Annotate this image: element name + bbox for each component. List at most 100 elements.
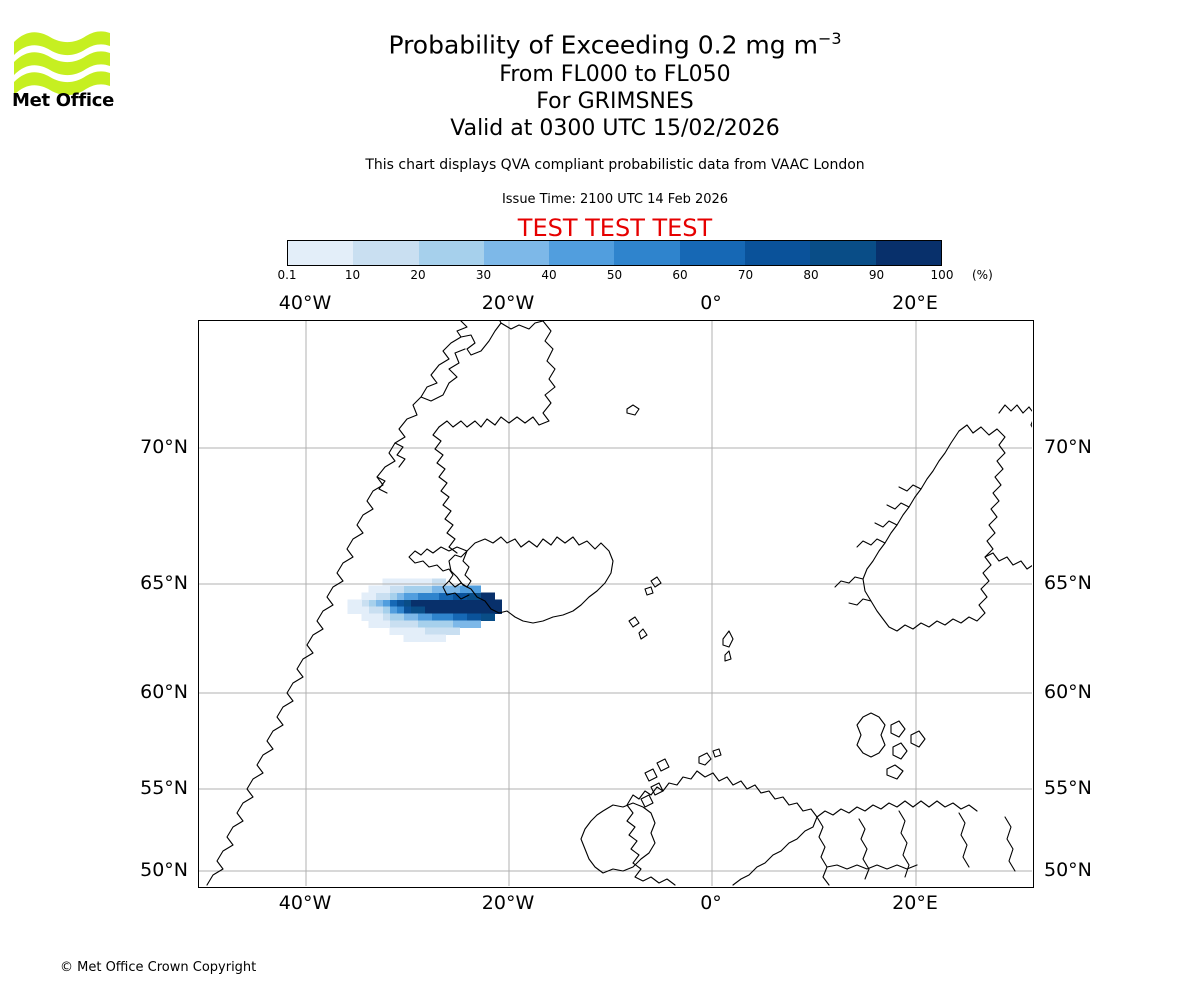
- plume-cell: [452, 606, 461, 615]
- colorbar-segment-5: [614, 241, 680, 265]
- plume-cell: [424, 585, 433, 594]
- plume-cell: [410, 592, 419, 601]
- lon-label-lon-bot-1: 20°W: [481, 892, 535, 914]
- page-title: Probability of Exceeding 0.2 mg m−3: [200, 24, 1030, 60]
- plume-cell: [354, 606, 363, 615]
- plume-cell: [424, 613, 433, 622]
- plume-cell: [396, 613, 405, 622]
- plume-cell: [361, 613, 370, 622]
- plume-cell: [431, 585, 440, 594]
- colorbar-unit-label: (%): [972, 268, 993, 282]
- lat-label-right-0: 70°N: [1044, 436, 1092, 458]
- plume-cell: [452, 613, 461, 622]
- plume-cell: [431, 592, 440, 601]
- plume-cell: [382, 592, 391, 601]
- plume-cell: [417, 620, 426, 629]
- plume-cell: [368, 585, 377, 594]
- colorbar-segment-7: [745, 241, 811, 265]
- plume-cell: [361, 599, 370, 608]
- plume-cell: [473, 599, 482, 608]
- plume-cell: [480, 599, 489, 608]
- plume-cell: [389, 613, 398, 622]
- plume-cell: [368, 606, 377, 615]
- coastlines: [206, 321, 1032, 886]
- plume-cell: [403, 606, 412, 615]
- plume-cell: [487, 599, 496, 608]
- plume-cell: [466, 599, 475, 608]
- plume-cell: [368, 592, 377, 601]
- plume-cell: [494, 599, 503, 608]
- plume-cell: [438, 585, 447, 594]
- page-title-text: Probability of Exceeding 0.2 mg m: [388, 30, 818, 60]
- plume-cell: [438, 634, 447, 643]
- plume-cell: [403, 599, 412, 608]
- plume-cell: [452, 592, 461, 601]
- colorbar-tick-50: 50: [606, 268, 623, 282]
- plume-cell: [382, 620, 391, 629]
- met-office-logo-text: Met Office: [12, 90, 115, 111]
- plume-cell: [424, 606, 433, 615]
- graticule-gridlines: [199, 321, 1032, 886]
- lat-label-left-1: 65°N: [140, 572, 188, 594]
- plume-cell: [410, 613, 419, 622]
- map-plot-area: [198, 320, 1034, 888]
- plume-cell: [410, 634, 419, 643]
- plume-cell: [466, 613, 475, 622]
- title-flight-levels: From FL000 to FL050: [499, 62, 731, 87]
- plume-cell: [347, 606, 356, 615]
- plume-cell: [417, 592, 426, 601]
- plume-cell: [466, 606, 475, 615]
- plume-cell: [410, 606, 419, 615]
- plume-cell: [375, 599, 384, 608]
- plume-cell: [438, 620, 447, 629]
- plume-cell: [396, 578, 405, 587]
- plume-cell: [375, 620, 384, 629]
- title-valid-time: Valid at 0300 UTC 15/02/2026: [450, 116, 780, 141]
- plume-cell: [382, 599, 391, 608]
- plume-cell: [410, 585, 419, 594]
- colorbar-tick-30: 30: [475, 268, 492, 282]
- plume-cell: [417, 627, 426, 636]
- plume-cell: [466, 620, 475, 629]
- plume-cell: [403, 613, 412, 622]
- plume-cell: [354, 599, 363, 608]
- colorbar-segment-4: [549, 241, 615, 265]
- plume-cell: [445, 606, 454, 615]
- plume-cell: [389, 620, 398, 629]
- plume-cell: [417, 578, 426, 587]
- plume-cell: [389, 578, 398, 587]
- plume-cell: [382, 578, 391, 587]
- colorbar-tick-40: 40: [541, 268, 557, 282]
- plume-cell: [410, 620, 419, 629]
- plume-cell: [403, 578, 412, 587]
- colorbar-tick-100: 100: [930, 268, 954, 282]
- plume-cell: [473, 592, 482, 601]
- lat-label-right-4: 50°N: [1044, 859, 1092, 881]
- lat-label-left-2: 60°N: [140, 681, 188, 703]
- plume-cell: [389, 585, 398, 594]
- plume-cell: [347, 599, 356, 608]
- plume-cell: [487, 592, 496, 601]
- plume-cell: [452, 585, 461, 594]
- plume-cell: [431, 627, 440, 636]
- plume-cell: [431, 606, 440, 615]
- colorbar-segment-3: [483, 241, 550, 265]
- plume-cell: [438, 592, 447, 601]
- plume-cell: [459, 620, 468, 629]
- lon-label-lon-bot-3: 20°E: [892, 892, 938, 914]
- plume-cell: [375, 585, 384, 594]
- plume-cell: [389, 599, 398, 608]
- test-banner: TEST TEST TEST: [517, 214, 713, 242]
- plume-cell: [473, 585, 482, 594]
- plume-cell: [438, 613, 447, 622]
- plume-cell: [396, 585, 405, 594]
- plume-cell: [361, 592, 370, 601]
- plume-cell: [396, 599, 405, 608]
- plume-cell: [431, 599, 440, 608]
- lon-label-lon-bot-0: 40°W: [278, 892, 332, 914]
- lat-label-right-2: 60°N: [1044, 681, 1092, 703]
- plume-cell: [480, 606, 489, 615]
- colorbar-segment-1: [353, 241, 419, 265]
- plume-cell: [417, 585, 426, 594]
